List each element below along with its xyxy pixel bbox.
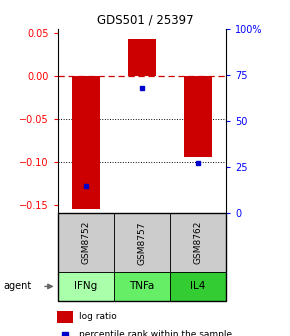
Text: GDS501 / 25397: GDS501 / 25397 [97, 13, 193, 27]
Text: IL4: IL4 [191, 282, 206, 291]
Bar [184, 76, 212, 158]
Text: TNFa: TNFa [129, 282, 155, 291]
Text: GSM8762: GSM8762 [194, 221, 203, 264]
Text: GSM8752: GSM8752 [81, 221, 90, 264]
Bar [72, 76, 100, 209]
Bar [128, 39, 156, 76]
Bar [57, 311, 72, 323]
Text: agent: agent [3, 282, 31, 291]
Text: percentile rank within the sample: percentile rank within the sample [79, 331, 233, 336]
Text: log ratio: log ratio [79, 312, 117, 321]
Text: IFNg: IFNg [75, 282, 98, 291]
Text: GSM8757: GSM8757 [137, 221, 147, 264]
